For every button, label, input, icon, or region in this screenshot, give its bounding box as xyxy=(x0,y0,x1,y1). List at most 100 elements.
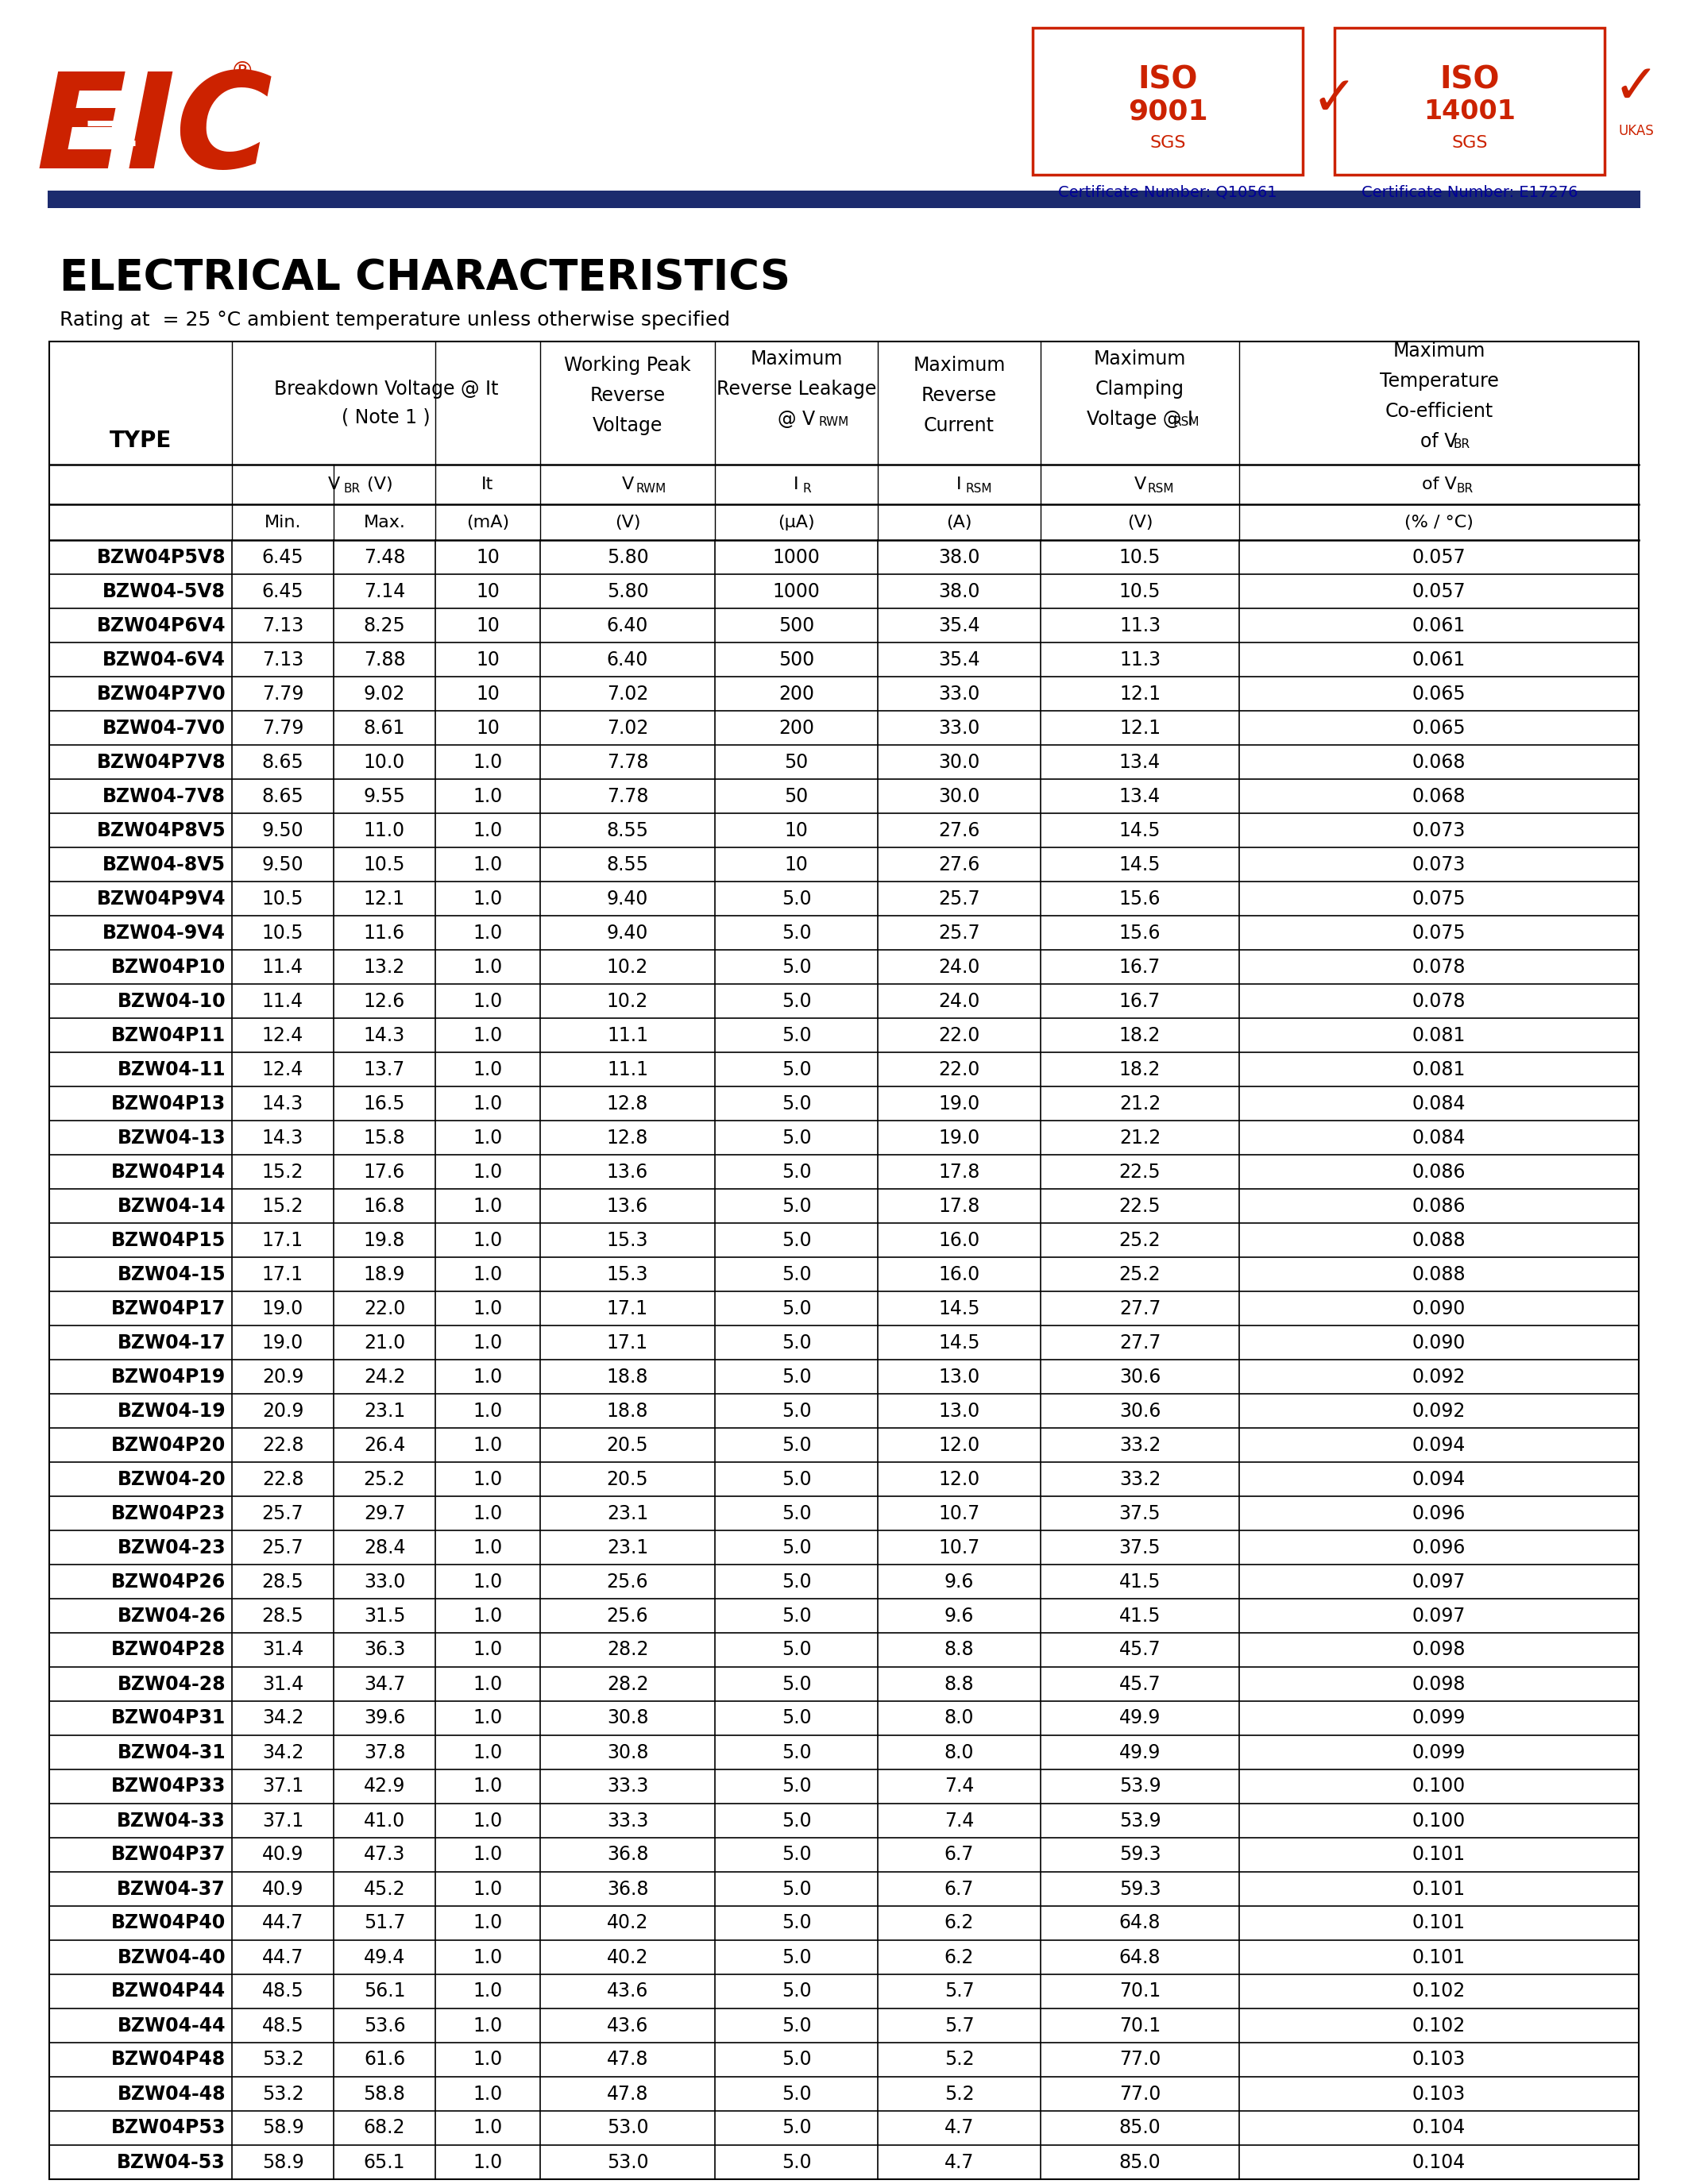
Text: 49.9: 49.9 xyxy=(1119,1708,1161,1728)
Text: 33.0: 33.0 xyxy=(939,719,981,738)
Text: 26.4: 26.4 xyxy=(363,1435,405,1455)
Text: 1.0: 1.0 xyxy=(473,1402,503,1420)
Text: 14.5: 14.5 xyxy=(939,1299,981,1317)
Text: 0.073: 0.073 xyxy=(1413,821,1465,841)
Text: 9.55: 9.55 xyxy=(363,786,405,806)
Text: 13.2: 13.2 xyxy=(363,957,405,976)
Text: BZW04P17: BZW04P17 xyxy=(111,1299,226,1317)
Text: BZW04-7V0: BZW04-7V0 xyxy=(103,719,226,738)
Text: 18.2: 18.2 xyxy=(1119,1026,1161,1044)
Text: 28.2: 28.2 xyxy=(606,1640,648,1660)
Text: 1.0: 1.0 xyxy=(473,1708,503,1728)
Text: Clamping: Clamping xyxy=(1096,380,1185,400)
Bar xyxy=(49,574,1639,609)
Text: 40.2: 40.2 xyxy=(606,1948,648,1968)
Text: 48.5: 48.5 xyxy=(262,2016,304,2035)
Text: 10: 10 xyxy=(785,854,809,874)
Text: 15.6: 15.6 xyxy=(1119,924,1161,941)
Text: 15.2: 15.2 xyxy=(262,1197,304,1216)
Text: 12.1: 12.1 xyxy=(1119,719,1161,738)
Text: 5.0: 5.0 xyxy=(782,1435,812,1455)
Text: 15.2: 15.2 xyxy=(262,1162,304,1182)
Text: 28.5: 28.5 xyxy=(262,1605,304,1625)
Text: 48.5: 48.5 xyxy=(262,1981,304,2001)
Text: 18.8: 18.8 xyxy=(606,1367,648,1387)
Text: 14.5: 14.5 xyxy=(1119,854,1161,874)
Text: 0.103: 0.103 xyxy=(1413,2084,1465,2103)
Bar xyxy=(49,1018,1639,1053)
Text: 1.0: 1.0 xyxy=(473,1640,503,1660)
Text: 5.0: 5.0 xyxy=(782,1129,812,1147)
Text: 8.61: 8.61 xyxy=(363,719,405,738)
Text: 1.0: 1.0 xyxy=(473,821,503,841)
Text: 5.80: 5.80 xyxy=(606,548,648,566)
Text: 0.097: 0.097 xyxy=(1413,1605,1465,1625)
Text: 12.4: 12.4 xyxy=(262,1026,304,1044)
Text: 0.065: 0.065 xyxy=(1413,719,1465,738)
Bar xyxy=(49,1361,1639,1393)
Bar xyxy=(49,1428,1639,1461)
Text: 0.090: 0.090 xyxy=(1413,1299,1465,1317)
Text: 7.13: 7.13 xyxy=(262,616,304,636)
Text: 10.5: 10.5 xyxy=(363,854,405,874)
Text: 15.6: 15.6 xyxy=(1119,889,1161,909)
Text: 1000: 1000 xyxy=(773,581,820,601)
Text: 14.3: 14.3 xyxy=(262,1129,304,1147)
Bar xyxy=(49,2042,1639,2077)
Text: 34.2: 34.2 xyxy=(262,1708,304,1728)
Text: 0.090: 0.090 xyxy=(1413,1332,1465,1352)
Text: 30.8: 30.8 xyxy=(606,1708,648,1728)
Text: 1.0: 1.0 xyxy=(473,1094,503,1114)
Bar xyxy=(49,847,1639,882)
Text: 1.0: 1.0 xyxy=(473,1880,503,1898)
Text: 12.6: 12.6 xyxy=(363,992,405,1011)
Text: 11.1: 11.1 xyxy=(608,1026,648,1044)
Text: 12.8: 12.8 xyxy=(606,1094,648,1114)
Text: BZW04-33: BZW04-33 xyxy=(116,1811,226,1830)
Text: 9.50: 9.50 xyxy=(262,854,304,874)
Text: 9.40: 9.40 xyxy=(606,889,648,909)
Text: 33.2: 33.2 xyxy=(1119,1435,1161,1455)
Text: 24.0: 24.0 xyxy=(939,992,981,1011)
Text: 36.3: 36.3 xyxy=(363,1640,405,1660)
Text: 16.5: 16.5 xyxy=(363,1094,405,1114)
Text: 8.8: 8.8 xyxy=(944,1640,974,1660)
Text: 29.7: 29.7 xyxy=(363,1505,405,1522)
Text: 0.103: 0.103 xyxy=(1413,2051,1465,2068)
Bar xyxy=(49,1736,1639,1769)
Bar xyxy=(49,882,1639,915)
Text: (V): (V) xyxy=(1128,513,1153,531)
Text: 14.3: 14.3 xyxy=(363,1026,405,1044)
Text: 40.2: 40.2 xyxy=(606,1913,648,1933)
Text: 13.4: 13.4 xyxy=(1119,753,1161,771)
Text: 23.1: 23.1 xyxy=(363,1402,405,1420)
Text: Voltage @ I: Voltage @ I xyxy=(1087,411,1193,428)
Text: 11.0: 11.0 xyxy=(365,821,405,841)
Text: BZW04-9V4: BZW04-9V4 xyxy=(103,924,226,941)
Text: 0.104: 0.104 xyxy=(1413,2118,1465,2138)
Text: 0.096: 0.096 xyxy=(1413,1538,1465,1557)
Text: 22.8: 22.8 xyxy=(262,1470,304,1489)
Text: 77.0: 77.0 xyxy=(1119,2051,1161,2068)
Text: SGS: SGS xyxy=(1150,135,1185,151)
Text: BZW04-6V4: BZW04-6V4 xyxy=(103,651,226,668)
Text: 16.8: 16.8 xyxy=(363,1197,405,1216)
Text: 9.02: 9.02 xyxy=(363,684,405,703)
Text: 21.2: 21.2 xyxy=(1119,1094,1161,1114)
Text: 0.057: 0.057 xyxy=(1413,581,1465,601)
Text: BR: BR xyxy=(1453,439,1470,450)
Text: BZW04-48: BZW04-48 xyxy=(116,2084,226,2103)
Text: 12.4: 12.4 xyxy=(262,1059,304,1079)
Text: 1.0: 1.0 xyxy=(473,1743,503,1762)
Text: 17.8: 17.8 xyxy=(939,1197,981,1216)
Text: 27.6: 27.6 xyxy=(939,821,981,841)
Text: 10.2: 10.2 xyxy=(606,992,648,1011)
Text: 1.0: 1.0 xyxy=(473,1572,503,1592)
Text: 5.0: 5.0 xyxy=(782,1640,812,1660)
Text: 5.0: 5.0 xyxy=(782,1026,812,1044)
Text: 77.0: 77.0 xyxy=(1119,2084,1161,2103)
Text: 25.7: 25.7 xyxy=(939,924,981,941)
Text: 5.0: 5.0 xyxy=(782,1230,812,1249)
Text: 200: 200 xyxy=(778,684,814,703)
Text: 10: 10 xyxy=(476,548,500,566)
